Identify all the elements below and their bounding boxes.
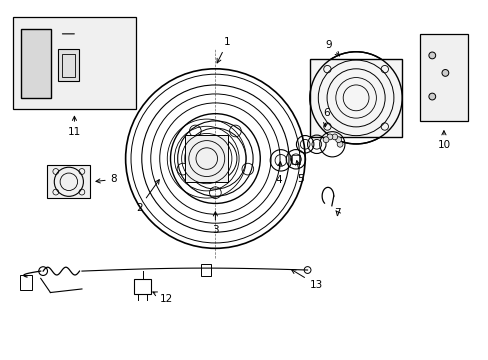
Circle shape [323, 137, 328, 143]
Bar [185, 135, 228, 182]
Text: 8: 8 [96, 174, 117, 184]
Bar [58, 49, 79, 81]
Text: 7: 7 [334, 208, 340, 218]
Text: 13: 13 [291, 270, 322, 289]
Text: 3: 3 [212, 212, 218, 235]
Bar [419, 33, 467, 121]
Text: 2: 2 [136, 180, 159, 213]
Bar [309, 59, 401, 137]
Text: 1: 1 [217, 37, 230, 63]
Bar [13, 18, 136, 109]
Text: 10: 10 [436, 131, 449, 150]
Text: 11: 11 [68, 116, 81, 137]
Bar [134, 279, 151, 294]
Bar [61, 54, 75, 77]
Circle shape [337, 141, 342, 147]
Circle shape [441, 69, 448, 76]
Circle shape [428, 52, 435, 59]
Text: 4: 4 [275, 162, 282, 185]
Bar [47, 165, 90, 198]
Circle shape [331, 134, 337, 140]
Bar [21, 29, 51, 98]
Bar [20, 275, 32, 289]
Text: 9: 9 [325, 40, 339, 56]
Circle shape [428, 93, 435, 100]
Text: 12: 12 [153, 292, 173, 304]
Text: 6: 6 [323, 108, 329, 127]
Bar [291, 155, 300, 164]
Circle shape [335, 137, 341, 143]
Circle shape [326, 134, 332, 140]
Bar [201, 264, 210, 276]
Text: 5: 5 [295, 161, 304, 184]
